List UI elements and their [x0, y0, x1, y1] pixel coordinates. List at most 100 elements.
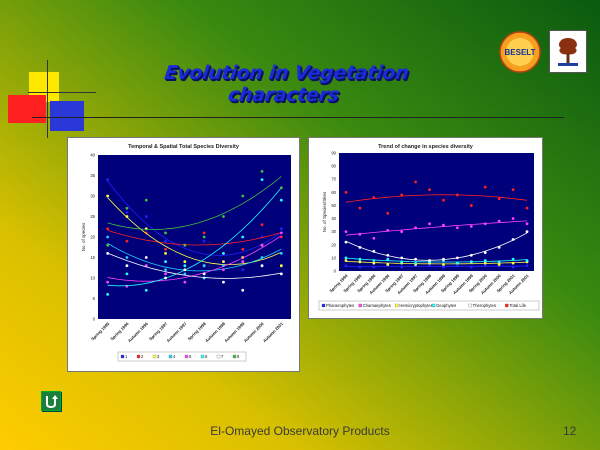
y-tick-label: 90: [331, 151, 336, 156]
data-point: [241, 247, 245, 251]
y-tick-label: 20: [90, 235, 95, 240]
data-point: [144, 288, 148, 292]
plot-area: [339, 153, 534, 271]
data-point: [202, 235, 206, 239]
data-point: [455, 264, 459, 268]
legend-swatch: [232, 354, 237, 359]
data-point: [372, 196, 376, 199]
legend-swatch: [358, 303, 362, 308]
y-tick-label: 0: [334, 269, 337, 274]
data-point: [428, 264, 431, 268]
data-point: [125, 272, 129, 276]
trend-line: [345, 232, 528, 261]
data-point: [125, 239, 129, 243]
data-point: [414, 261, 418, 265]
trend-line: [107, 180, 282, 256]
data-point: [455, 256, 459, 260]
y-tick-label: 30: [331, 229, 336, 234]
data-point: [497, 219, 501, 223]
trend-change-chart-box: Trend of change in species diversity 0 10 2…: [308, 137, 543, 319]
data-point: [358, 246, 362, 249]
data-point: [344, 190, 348, 194]
data-point: [164, 268, 167, 272]
x-tick-label: Autumn 1996: [127, 321, 150, 344]
data-point: [241, 268, 245, 272]
species-diversity-chart: Temporal & Spatial Total Species Diversi…: [81, 144, 291, 362]
data-point: [483, 222, 487, 226]
data-point: [386, 257, 390, 261]
legend-label: Geophytes: [436, 303, 456, 308]
y-tick-label: 10: [331, 255, 336, 260]
data-point: [442, 223, 445, 227]
data-point: [222, 215, 225, 218]
data-point: [164, 247, 167, 251]
data-point: [511, 265, 515, 269]
legend-label: Total Life: [509, 303, 526, 308]
data-point: [414, 180, 418, 184]
data-point: [400, 256, 404, 260]
legend-label: Therophytes: [473, 303, 496, 308]
data-point: [183, 272, 187, 276]
deco-vertical-line: [47, 60, 48, 138]
data-point: [125, 215, 129, 218]
data-point: [469, 204, 473, 207]
data-point: [455, 226, 459, 230]
data-point: [222, 268, 225, 272]
trend-line: [107, 229, 282, 246]
deco-blue-square: [50, 101, 84, 131]
data-point: [386, 263, 390, 266]
data-point: [260, 223, 264, 227]
trend-line: [345, 257, 528, 263]
data-point: [497, 246, 501, 249]
data-point: [279, 264, 283, 268]
legend-swatch: [184, 354, 189, 359]
data-point: [442, 198, 445, 202]
data-point: [358, 260, 362, 264]
data-point: [125, 206, 129, 210]
data-point: [358, 257, 362, 261]
data-point: [279, 231, 283, 235]
data-point: [428, 222, 431, 226]
data-point: [525, 230, 529, 234]
data-point: [164, 276, 167, 280]
data-point: [183, 260, 187, 263]
y-axis-label: No. of species: [81, 222, 86, 251]
data-point: [428, 259, 431, 262]
trend-line: [107, 187, 282, 287]
data-point: [106, 293, 110, 296]
data-point: [372, 259, 376, 262]
legend-box: [318, 300, 540, 311]
legend-label: 8: [237, 354, 240, 359]
data-point: [260, 243, 264, 247]
y-tick-label: 0: [93, 317, 96, 322]
data-point: [414, 257, 418, 261]
data-point: [442, 265, 445, 269]
y-axis-label: No. of Species/Sites: [322, 191, 327, 232]
y-tick-label: 20: [331, 242, 336, 247]
data-point: [106, 280, 110, 284]
data-point: [164, 231, 167, 235]
trend-line: [107, 242, 282, 272]
y-tick-label: 50: [331, 203, 336, 208]
data-point: [358, 206, 362, 210]
data-point: [442, 263, 445, 266]
data-point: [144, 215, 148, 218]
trend-line: [107, 252, 282, 279]
data-point: [202, 231, 206, 235]
data-point: [164, 260, 167, 263]
trend-line: [107, 176, 282, 230]
legend-box: [117, 351, 247, 362]
data-point: [106, 243, 110, 247]
data-point: [222, 252, 225, 255]
data-point: [106, 235, 110, 239]
data-point: [222, 280, 225, 284]
y-tick-label: 25: [90, 214, 95, 219]
y-tick-label: 15: [90, 255, 95, 260]
x-tick-label: Autumn 1997: [165, 321, 188, 344]
data-point: [125, 256, 129, 259]
data-point: [183, 280, 187, 284]
data-point: [344, 230, 348, 234]
return-button[interactable]: [41, 391, 61, 411]
data-point: [344, 240, 348, 244]
data-point: [428, 188, 431, 192]
